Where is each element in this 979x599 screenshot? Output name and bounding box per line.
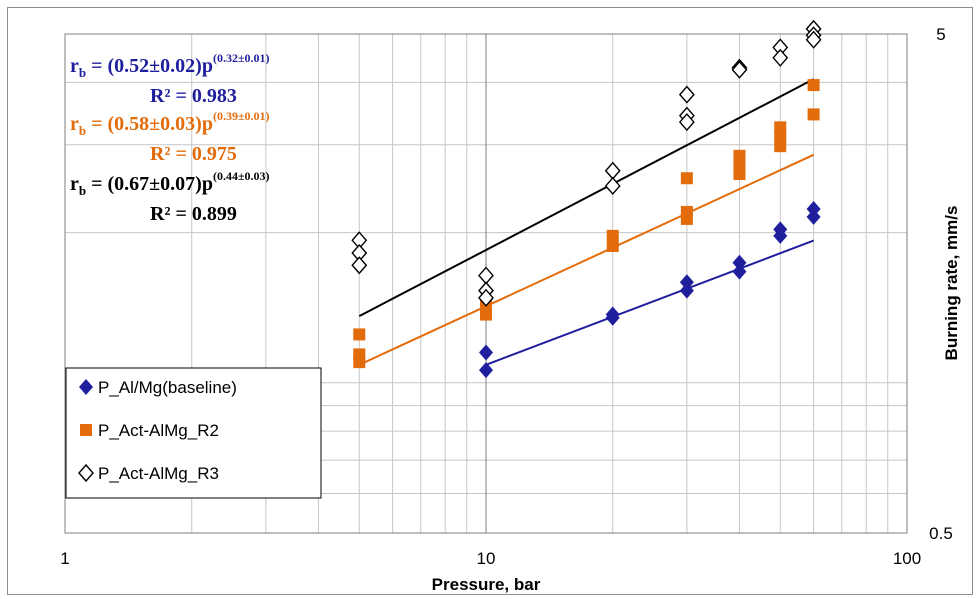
legend-label: P_Act-AlMg_R2 (98, 421, 219, 440)
data-point (731, 60, 748, 79)
data-point (479, 344, 493, 361)
data-point (806, 208, 821, 225)
y-tick-label: 0.5 (929, 524, 953, 543)
data-point (606, 229, 619, 242)
data-point (679, 282, 694, 299)
data-point (353, 356, 366, 369)
x-tick-label: 1 (60, 549, 69, 568)
data-point (774, 140, 787, 153)
data-point (479, 362, 493, 379)
data-point (733, 149, 746, 162)
data-point (606, 239, 619, 252)
data-point (480, 308, 492, 321)
data-point (680, 172, 693, 185)
fit-equation-3: rb = (0.67±0.07)p(0.44±0.03) (70, 169, 270, 198)
legend-marker (80, 424, 92, 436)
series-2 (353, 79, 820, 369)
data-point (805, 30, 822, 49)
legend-box (65, 367, 322, 499)
x-tick-label: 10 (477, 549, 496, 568)
fit-equation-1: rb = (0.52±0.02)p(0.32±0.01) (70, 51, 270, 80)
data-point (680, 212, 693, 225)
legend-label: P_Al/Mg(baseline) (98, 378, 237, 397)
data-point (732, 263, 747, 280)
plot-area (64, 33, 908, 534)
legend: P_Al/Mg(baseline) P_Act-AlMg_R2 P_Act-AlMg… (65, 367, 322, 499)
data-point (604, 176, 621, 196)
data-point (478, 266, 494, 285)
data-point (605, 309, 620, 326)
data-point (732, 254, 747, 271)
data-point (351, 256, 368, 275)
fit-equation-2: rb = (0.58±0.03)p(0.39±0.01) (70, 109, 270, 138)
data-point (679, 274, 694, 291)
data-point (478, 288, 494, 307)
legend-label: P_Act-AlMg_R3 (98, 464, 219, 483)
legend-marker (79, 379, 93, 395)
data-point (773, 227, 788, 244)
data-point (604, 161, 621, 180)
data-point (353, 328, 366, 341)
data-point (807, 79, 820, 92)
r-squared-2: R² = 0.975 (150, 143, 237, 165)
data-point (807, 108, 820, 121)
fit-line-series-3 (358, 78, 815, 317)
data-point (774, 130, 787, 143)
x-axis-title: Pressure, bar (432, 575, 541, 594)
x-tick-label: 100 (893, 549, 921, 568)
r-squared-3: R² = 0.899 (150, 203, 237, 225)
data-point (678, 85, 695, 104)
data-point (772, 48, 789, 67)
r-squared-1: R² = 0.983 (150, 85, 237, 107)
data-point (733, 168, 746, 181)
legend-marker (78, 463, 94, 483)
series-3 (351, 19, 822, 307)
series-1 (479, 200, 821, 379)
fit-line-series-2 (358, 153, 815, 366)
y-tick-label: 5 (936, 25, 945, 44)
data-point (678, 113, 695, 132)
y-axis-title: Burning rate, mm/s (942, 206, 961, 361)
fit-line-series-1 (485, 239, 814, 366)
